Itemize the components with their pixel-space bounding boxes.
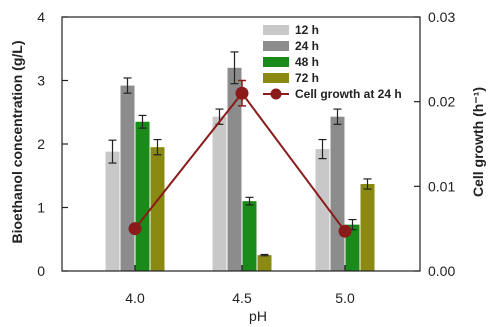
y-axis-left-label: Bioethanol concentration (g/L) [9,41,25,244]
bar [257,255,272,271]
bar [120,85,135,271]
legend-line-marker [270,88,282,100]
bar [105,151,120,271]
legend-label: 48 h [295,55,319,69]
y-right-tick-label: 0.03 [428,9,455,25]
y-left-tick-label: 4 [37,9,45,25]
bar [212,116,227,271]
x-tick-label: 4.0 [125,290,145,306]
cell-growth-point [235,86,249,100]
legend-swatch [263,73,289,83]
legend-label: 72 h [295,71,319,85]
y-left-tick-label: 0 [37,263,45,279]
bar [242,201,257,271]
bar [150,147,165,271]
x-tick-label: 5.0 [335,290,355,306]
cell-growth-point [128,222,142,236]
legend-label: Cell growth at 24 h [295,87,402,101]
bar [360,184,375,271]
legend-swatch [263,25,289,35]
bar [315,149,330,271]
cell-growth-line-layer [128,79,352,238]
legend-swatch [263,57,289,67]
y-left-tick-label: 3 [37,73,45,89]
bars-layer [105,51,375,272]
y-right-tick-label: 0.00 [428,263,455,279]
bar [330,116,345,271]
x-axis-label: pH [249,308,267,324]
y-left-tick-label: 2 [37,136,45,152]
legend-label: 24 h [295,39,319,53]
bar [227,67,242,271]
legend: 12 h 24 h 48 h 72 h Cell growth at 24 h [263,23,402,101]
x-tick-label: 4.5 [232,290,252,306]
y-left-tick-label: 1 [37,200,45,216]
legend-swatch [263,41,289,51]
legend-label: 12 h [295,23,319,37]
cell-growth-point [338,224,352,238]
y-right-tick-label: 0.01 [428,178,455,194]
y-axis-right-label: Cell growth (h⁻¹) [470,87,486,197]
bar [135,121,150,272]
axes-layer: 0 1 2 3 4 0.00 0.01 0.02 0.03 4.0 4.5 5.0 [37,9,455,306]
y-right-tick-label: 0.02 [428,94,455,110]
